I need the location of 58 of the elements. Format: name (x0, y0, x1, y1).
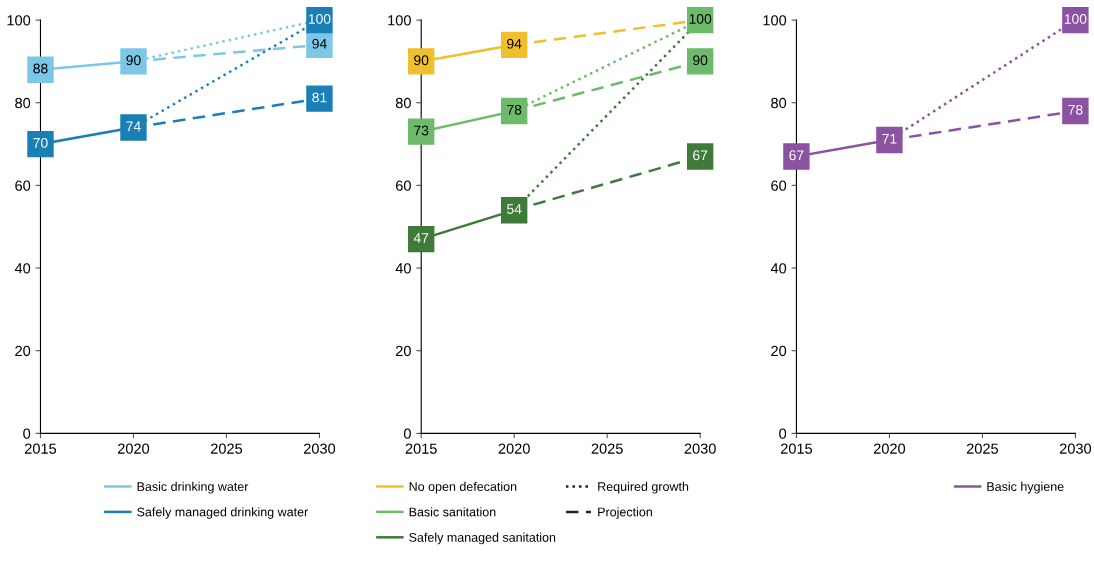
data-label: 78 (507, 104, 522, 115)
legend-label: Safely managed sanitation (409, 532, 556, 545)
x-tick-label: 2025 (591, 443, 623, 454)
data-label: 100 (308, 13, 331, 24)
legend-label: Basic sanitation (409, 507, 496, 517)
data-label: 100 (689, 13, 712, 24)
data-label: 70 (33, 137, 48, 148)
y-tick-label: 60 (771, 180, 787, 191)
y-tick-label: 40 (395, 263, 411, 274)
y-tick-label: 60 (15, 180, 31, 191)
y-tick-label: 0 (779, 428, 787, 439)
x-tick-label: 2020 (498, 443, 530, 454)
x-tick-label: 2030 (1059, 443, 1092, 454)
y-tick-label: 100 (388, 15, 411, 26)
data-label: 67 (789, 150, 804, 161)
data-label: 78 (1068, 104, 1083, 115)
x-tick-label: 2015 (24, 443, 57, 454)
data-label: 81 (312, 92, 327, 103)
x-tick-label: 2030 (303, 443, 336, 454)
legend-label: Basic drinking water (137, 481, 249, 494)
data-label: 94 (507, 38, 522, 49)
x-tick-label: 2020 (873, 443, 906, 454)
x-tick-label: 2015 (780, 443, 813, 454)
legend-label: Basic hygiene (987, 481, 1064, 494)
data-label: 71 (882, 133, 897, 144)
x-tick-label: 2020 (117, 443, 150, 454)
data-label: 74 (126, 121, 141, 132)
y-tick-label: 40 (770, 263, 787, 274)
y-tick-label: 60 (395, 180, 411, 191)
data-label: 90 (126, 55, 141, 66)
y-tick-label: 80 (771, 97, 787, 109)
data-label: 47 (413, 233, 429, 243)
y-tick-label: 80 (395, 97, 411, 109)
y-tick-label: 100 (7, 15, 31, 26)
data-label: 54 (507, 204, 522, 214)
legend-label: Safely managed drinking water (137, 507, 308, 519)
x-tick-label: 2025 (966, 443, 999, 454)
x-tick-label: 2030 (684, 443, 716, 454)
y-tick-label: 0 (23, 428, 31, 439)
data-label: 67 (693, 150, 708, 161)
data-label: 90 (414, 55, 429, 66)
y-tick-label: 40 (14, 263, 31, 274)
data-label: 88 (33, 63, 48, 74)
legend-label: No open defecation (409, 481, 517, 494)
y-tick-label: 20 (395, 345, 411, 357)
y-tick-label: 80 (15, 97, 31, 109)
data-label: 94 (312, 38, 327, 49)
legend-label: Required growth (598, 481, 689, 494)
y-tick-label: 20 (771, 345, 787, 357)
data-label: 73 (414, 125, 429, 136)
x-tick-label: 2025 (210, 443, 243, 454)
data-label: 100 (1064, 13, 1087, 24)
legend-label: Projection (598, 507, 652, 519)
y-tick-label: 20 (15, 345, 31, 357)
y-tick-label: 0 (403, 428, 411, 439)
data-label: 90 (693, 55, 708, 66)
x-tick-label: 2015 (405, 443, 437, 454)
y-tick-label: 100 (763, 15, 787, 26)
